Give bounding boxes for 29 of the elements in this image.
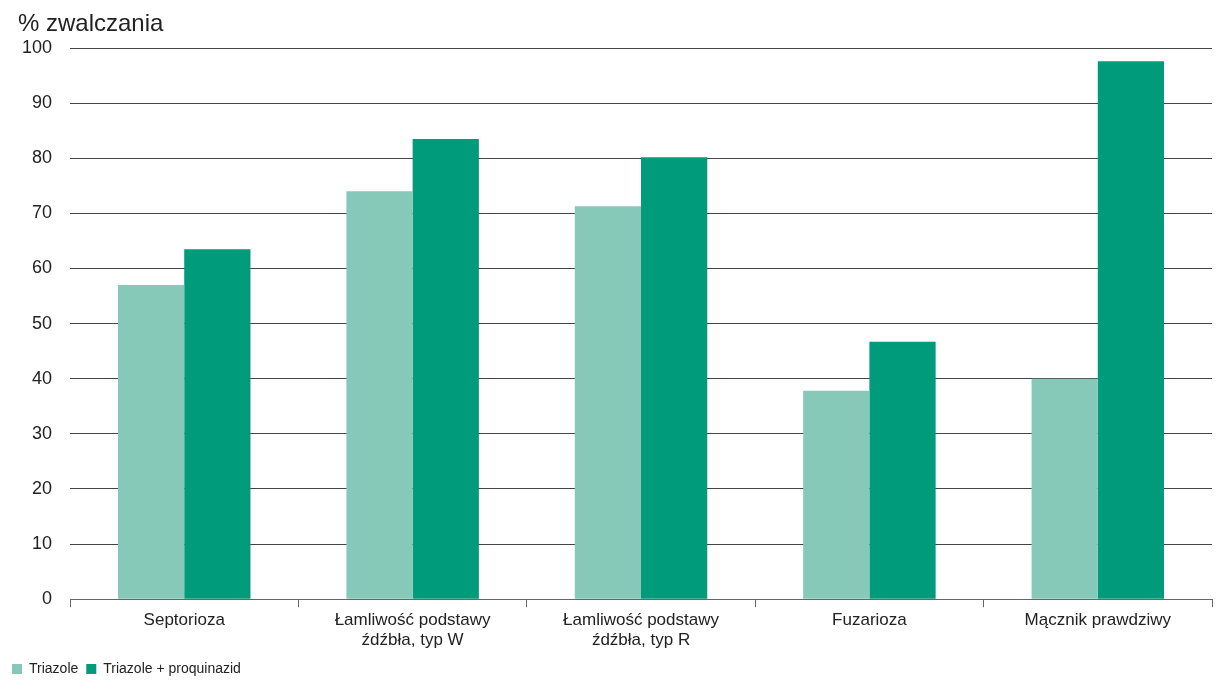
y-tick-label: 70	[32, 202, 53, 223]
bar	[184, 249, 251, 599]
x-tick-label: Fuzarioza	[832, 610, 908, 630]
y-tick-label: 90	[32, 92, 53, 113]
y-tick-label: 20	[32, 477, 53, 498]
bar	[412, 138, 479, 599]
bar	[118, 285, 185, 599]
y-tick-label: 40	[32, 367, 53, 388]
bar	[641, 157, 708, 599]
bar	[869, 341, 936, 599]
legend-label: Triazole + proquinazid	[103, 659, 241, 676]
y-tick-label: 30	[32, 422, 53, 443]
y-tick-label: 80	[32, 147, 53, 168]
bar	[346, 191, 413, 599]
y-tick-label: 50	[32, 312, 53, 333]
x-tick-label: Mącznik prawdziwy	[1024, 610, 1172, 630]
x-tick-label: Łamliwość podstawy źdźbła, typ R	[563, 610, 720, 650]
x-tick-label: Septorioza	[143, 610, 226, 630]
x-tick-label: Łamliwość podstawy źdźbła, typ W	[334, 610, 492, 650]
bar	[803, 390, 870, 599]
legend-label: Triazole	[29, 659, 79, 676]
y-axis-title: % zwalczania	[18, 8, 165, 36]
y-tick-label: 60	[32, 257, 53, 278]
y-tick-label: 0	[42, 588, 53, 609]
bar	[574, 206, 642, 599]
y-tick-label: 100	[21, 36, 53, 57]
bar	[1097, 61, 1165, 599]
y-tick-label: 10	[32, 533, 53, 554]
bar	[1031, 378, 1098, 599]
